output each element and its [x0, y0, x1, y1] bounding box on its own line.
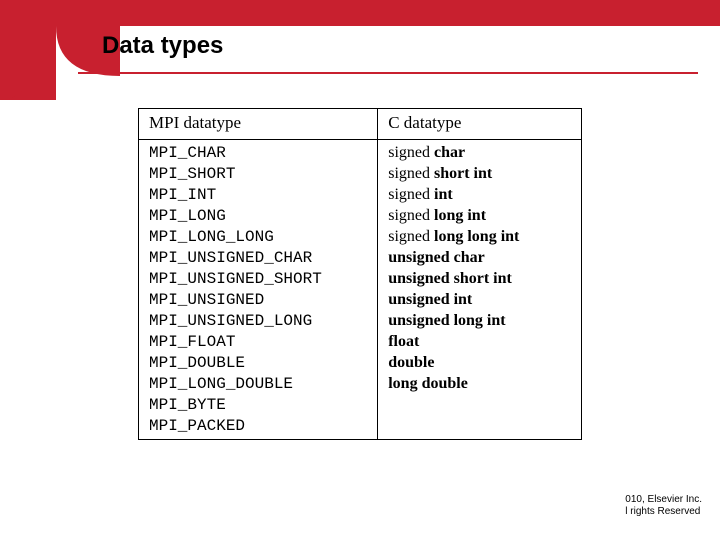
table-header-row: MPI datatype C datatype: [139, 109, 582, 140]
table-row: MPI_SHORTsigned short int: [139, 164, 582, 185]
cell-c: signed int: [378, 185, 582, 206]
copyright-text: 010, Elsevier Inc. l rights Reserved: [625, 494, 702, 518]
cell-mpi: MPI_INT: [139, 185, 378, 206]
cell-c: [378, 416, 582, 440]
cell-mpi: MPI_UNSIGNED_CHAR: [139, 248, 378, 269]
cell-mpi: MPI_UNSIGNED_SHORT: [139, 269, 378, 290]
table-row: MPI_LONG_LONGsigned long long int: [139, 227, 582, 248]
table-row: MPI_LONG_DOUBLElong double: [139, 374, 582, 395]
cell-c: float: [378, 332, 582, 353]
cell-c: unsigned int: [378, 290, 582, 311]
cell-mpi: MPI_LONG_DOUBLE: [139, 374, 378, 395]
title-underline: [78, 72, 698, 74]
copyright-line2: l rights Reserved: [625, 506, 700, 517]
cell-mpi: MPI_UNSIGNED_LONG: [139, 311, 378, 332]
table-row: MPI_FLOATfloat: [139, 332, 582, 353]
table-row: MPI_LONGsigned long int: [139, 206, 582, 227]
cell-mpi: MPI_UNSIGNED: [139, 290, 378, 311]
cell-c: signed short int: [378, 164, 582, 185]
cell-c: unsigned char: [378, 248, 582, 269]
table-row: MPI_UNSIGNEDunsigned int: [139, 290, 582, 311]
cell-c: [378, 395, 582, 416]
cell-c: double: [378, 353, 582, 374]
table-row: MPI_PACKED: [139, 416, 582, 440]
table-row: MPI_CHARsigned char: [139, 140, 582, 164]
cell-c: signed char: [378, 140, 582, 164]
table-row: MPI_UNSIGNED_CHARunsigned char: [139, 248, 582, 269]
cell-mpi: MPI_FLOAT: [139, 332, 378, 353]
cell-mpi: MPI_BYTE: [139, 395, 378, 416]
cell-mpi: MPI_LONG: [139, 206, 378, 227]
col-header-c: C datatype: [378, 109, 582, 140]
cell-mpi: MPI_SHORT: [139, 164, 378, 185]
slide-title: Data types: [102, 32, 223, 60]
cell-c: signed long long int: [378, 227, 582, 248]
table-row: MPI_DOUBLEdouble: [139, 353, 582, 374]
table-row: MPI_BYTE: [139, 395, 582, 416]
cell-c: signed long int: [378, 206, 582, 227]
cell-c: unsigned long int: [378, 311, 582, 332]
col-header-mpi: MPI datatype: [139, 109, 378, 140]
table-row: MPI_UNSIGNED_LONGunsigned long int: [139, 311, 582, 332]
cell-c: unsigned short int: [378, 269, 582, 290]
cell-mpi: MPI_PACKED: [139, 416, 378, 440]
table-row: MPI_INTsigned int: [139, 185, 582, 206]
datatypes-table: MPI datatype C datatype MPI_CHARsigned c…: [138, 108, 582, 440]
copyright-line1: 010, Elsevier Inc.: [625, 494, 702, 505]
cell-mpi: MPI_CHAR: [139, 140, 378, 164]
header-banner: [0, 0, 720, 26]
cell-c: long double: [378, 374, 582, 395]
cell-mpi: MPI_DOUBLE: [139, 353, 378, 374]
cell-mpi: MPI_LONG_LONG: [139, 227, 378, 248]
table-row: MPI_UNSIGNED_SHORTunsigned short int: [139, 269, 582, 290]
